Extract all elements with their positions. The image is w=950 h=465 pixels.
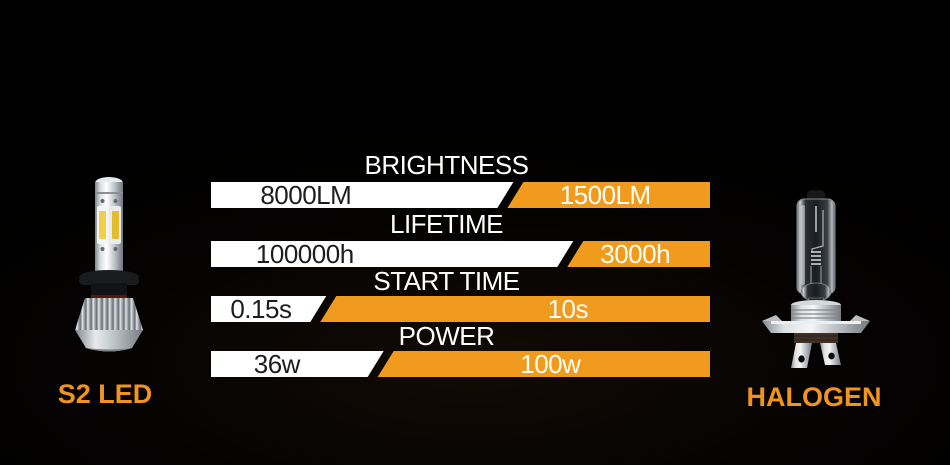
comparison-panel: BRIGHTNESS 8000LM 1500LM LIFETIME 100000…	[211, 0, 710, 465]
led-value: 8000LM	[260, 180, 352, 210]
metric-title: POWER	[398, 321, 495, 351]
halogen-bulb-graphic	[762, 190, 870, 368]
halogen-value: 10s	[547, 294, 589, 324]
halogen-value: 100w	[520, 349, 581, 379]
halogen-bulb-image	[760, 190, 872, 370]
metric-title: LIFETIME	[389, 209, 504, 239]
led-value: 100000h	[255, 239, 354, 269]
led-bulb-graphic	[75, 177, 143, 352]
metric-title: BRIGHTNESS	[364, 150, 529, 180]
metric-title: START TIME	[373, 266, 520, 296]
led-value: 0.15s	[230, 294, 292, 324]
led-value: 36w	[253, 349, 301, 379]
led-bulb-image	[66, 176, 152, 354]
halogen-value: 3000h	[600, 239, 671, 269]
comparison-bar: 36w 100w	[211, 349, 710, 379]
left-product-label: S2 LED	[57, 379, 153, 409]
comparison-bar: 100000h 3000h	[211, 239, 710, 269]
comparison-bar: 0.15s 10s	[211, 294, 710, 324]
right-product-label: HALOGEN	[746, 382, 882, 412]
comparison-bar: 8000LM 1500LM	[211, 180, 710, 210]
halogen-value: 1500LM	[559, 180, 651, 210]
